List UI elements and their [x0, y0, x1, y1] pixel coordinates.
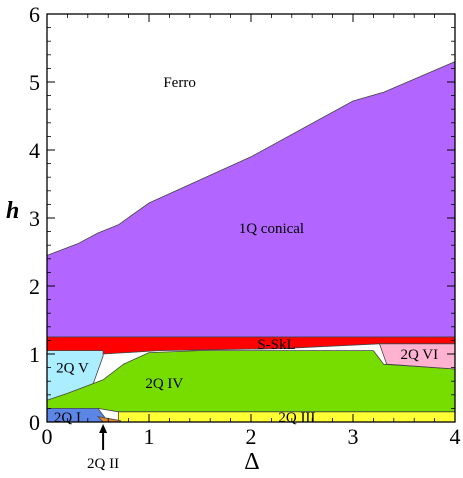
x-tick-label: 1 [144, 424, 155, 449]
y-tick-label: 2 [29, 274, 40, 299]
x-tick-label: 2 [246, 424, 257, 449]
y-tick-label: 5 [29, 70, 40, 95]
label-2q-vi: 2Q VI [400, 347, 438, 363]
label-1q-conical: 1Q conical [239, 221, 304, 237]
region-2q-iv [46, 350, 456, 413]
label-s-skl: S-SkL [257, 337, 295, 353]
callout-label: 2Q II [87, 456, 119, 472]
x-axis-title: Δ [244, 449, 259, 475]
y-axis-ticks: 0 1 2 3 4 5 6 [29, 2, 455, 435]
callout-2q-ii: 2Q II [87, 424, 119, 472]
label-2q-v: 2Q V [56, 361, 89, 377]
label-2q-iv: 2Q IV [145, 376, 183, 392]
x-tick-label: 3 [348, 424, 359, 449]
label-2q-iii: 2Q III [278, 410, 315, 426]
y-tick-label: 6 [29, 2, 40, 27]
y-axis-title: h [6, 198, 19, 224]
x-tick-label: 0 [42, 424, 53, 449]
callout-arrow-head [99, 424, 108, 433]
y-tick-label: 0 [29, 410, 40, 435]
phase-regions [46, 60, 456, 423]
x-axis-ticks: 0 1 2 3 4 [42, 14, 461, 449]
region-1q-conical [46, 60, 456, 338]
x-tick-label: 4 [450, 424, 461, 449]
y-tick-label: 4 [29, 138, 40, 163]
label-ferro: Ferro [163, 75, 196, 91]
y-tick-label: 3 [29, 206, 40, 231]
y-tick-label: 1 [29, 342, 40, 367]
